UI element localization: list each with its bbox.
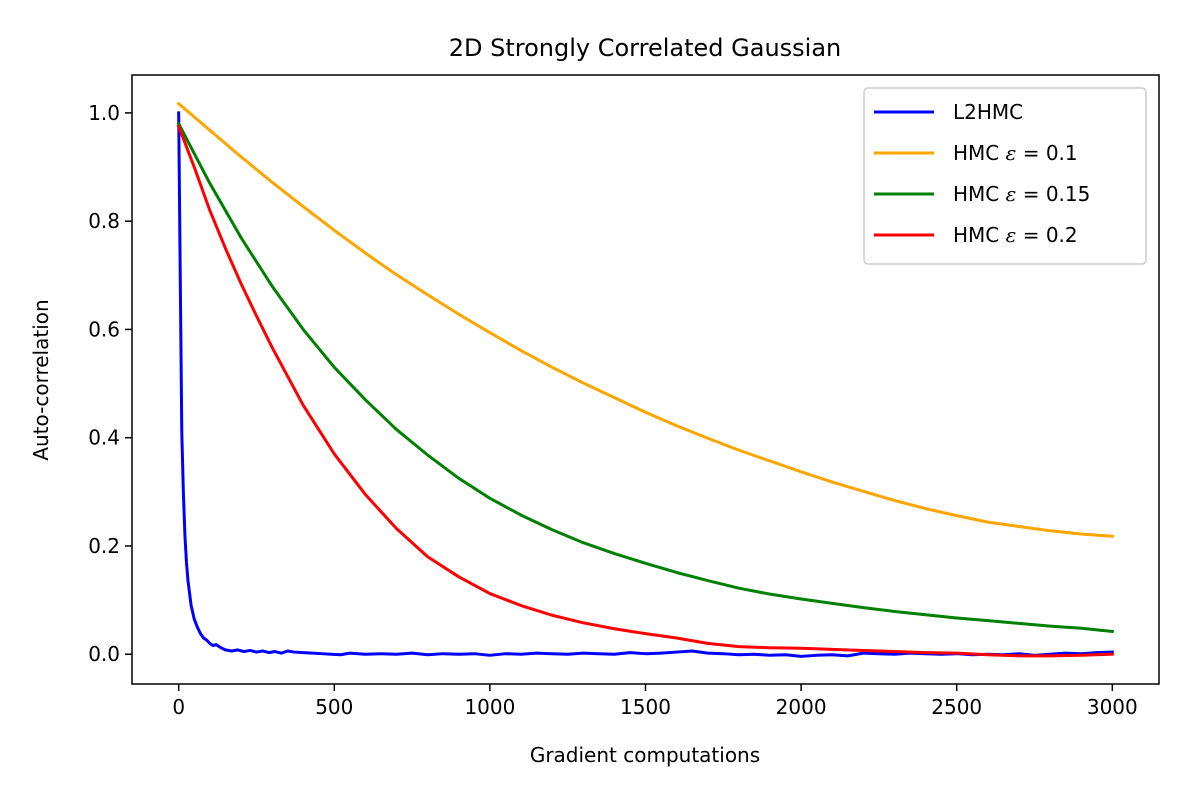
y-tick-label: 0.2 <box>88 534 120 558</box>
legend-label-2: HMC ε = 0.1 <box>953 141 1078 165</box>
y-tick-label: 0.0 <box>88 642 120 666</box>
legend-box <box>863 87 1147 265</box>
y-tick-label: 1.0 <box>88 101 120 125</box>
legend: L2HMC HMC ε = 0.1 HMC ε = 0.15 HMC ε = 0.2 <box>863 87 1147 265</box>
x-axis-title: Gradient computations <box>530 743 760 767</box>
plot-lines <box>176 101 1114 658</box>
x-tick-label: 0 <box>172 695 185 719</box>
y-tick-label: 0.4 <box>88 426 120 450</box>
x-tick-label: 500 <box>315 695 353 719</box>
legend-label-3: HMC ε = 0.15 <box>953 182 1090 206</box>
y-tick-label: 0.8 <box>88 209 120 233</box>
series-line-2 <box>176 101 1114 538</box>
legend-label-4: HMC ε = 0.2 <box>953 223 1078 247</box>
x-axis: 0 500 1000 1500 2000 2500 3000 <box>172 684 1138 719</box>
y-axis: 0.0 0.2 0.4 0.6 0.8 1.0 <box>88 101 132 666</box>
x-tick-label: 3000 <box>1087 695 1138 719</box>
x-tick-label: 1500 <box>620 695 671 719</box>
x-tick-label: 1000 <box>464 695 515 719</box>
x-tick-label: 2000 <box>776 695 827 719</box>
legend-label-1: L2HMC <box>953 100 1023 124</box>
y-axis-title: Auto-correlation <box>29 299 53 460</box>
series-line-3 <box>176 121 1114 634</box>
series-line-1 <box>177 111 1114 658</box>
series-line-4 <box>176 124 1114 658</box>
chart-title: 2D Strongly Correlated Gaussian <box>449 34 842 62</box>
x-tick-label: 2500 <box>931 695 982 719</box>
y-tick-label: 0.6 <box>88 317 120 341</box>
